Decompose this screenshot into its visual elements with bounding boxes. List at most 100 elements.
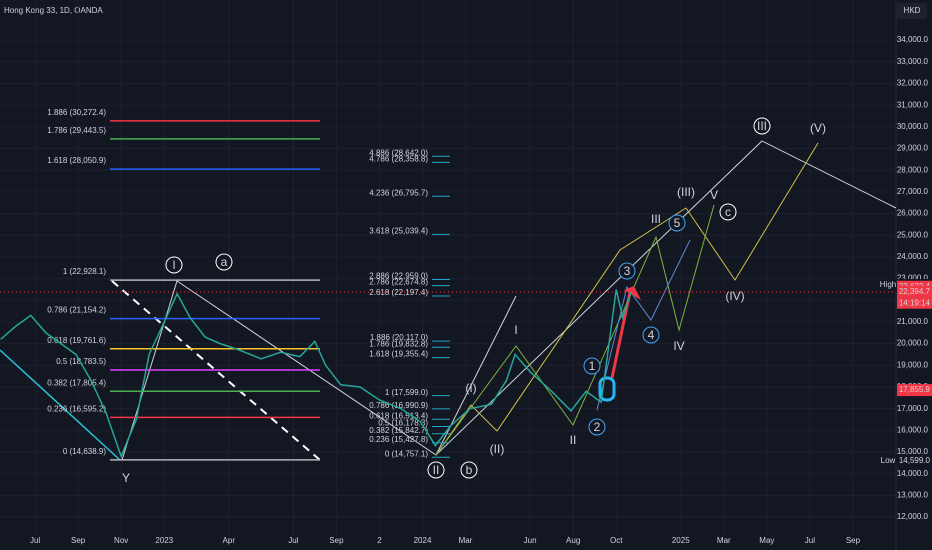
wave-circle bbox=[642, 326, 660, 344]
wave-circle bbox=[215, 253, 233, 271]
y-tick-label: 23,000.0 bbox=[897, 274, 929, 283]
x-tick-label: Nov bbox=[114, 536, 128, 545]
fib-label: 4.786 (28,358.8) bbox=[369, 155, 428, 164]
y-tick-label: 26,000.0 bbox=[897, 209, 929, 218]
wave-circle bbox=[427, 461, 445, 479]
yellow-wave bbox=[435, 142, 819, 456]
wave-circle bbox=[618, 262, 636, 280]
trend-line bbox=[0, 349, 121, 461]
fib-label: 0.5 (16,178.3) bbox=[378, 419, 428, 428]
fib-label: 0.236 (16,595.2) bbox=[47, 405, 106, 414]
arrow-head bbox=[624, 286, 641, 300]
wave-label: II bbox=[433, 463, 440, 477]
wave-label: a bbox=[221, 255, 228, 269]
fib-label: 0.786 (21,154.2) bbox=[47, 306, 106, 315]
x-tick-label: Sep bbox=[71, 536, 86, 545]
green-wave bbox=[435, 204, 715, 456]
fib-label: 1.618 (19,355.4) bbox=[369, 350, 428, 359]
wave-label: (III) bbox=[677, 185, 695, 199]
dashed-line bbox=[111, 280, 321, 461]
wave-label: III bbox=[757, 119, 767, 133]
wave-label: 1 bbox=[589, 359, 596, 373]
wave-circle bbox=[588, 418, 606, 436]
fib-label: 0 (14,757.1) bbox=[385, 449, 428, 458]
blue-wave bbox=[596, 239, 691, 411]
y-tick-label: 20,000.0 bbox=[897, 339, 929, 348]
fib-label: 1.786 (19,832.8) bbox=[369, 339, 428, 348]
fib-label: 1.786 (29,443.5) bbox=[47, 126, 106, 135]
price-line bbox=[0, 289, 632, 459]
fib-label: 4.886 (28,642.0) bbox=[369, 148, 428, 157]
countdown: 14:19:14 bbox=[899, 298, 931, 307]
x-tick-label: Jul bbox=[805, 536, 815, 545]
wave-label: IV bbox=[673, 339, 684, 353]
y-tick-label: 12,000.0 bbox=[897, 512, 929, 521]
y-tick-label: 14,000.0 bbox=[897, 469, 929, 478]
x-tick-label: Apr bbox=[223, 536, 236, 545]
wave-label: III bbox=[651, 212, 661, 226]
price-tag bbox=[897, 384, 932, 397]
wave-circle bbox=[460, 461, 478, 479]
price-tag-name-box bbox=[879, 279, 897, 292]
y-tick-label: 34,000.0 bbox=[897, 35, 929, 44]
wave-label: II bbox=[570, 433, 577, 447]
y-tick-label: 29,000.0 bbox=[897, 144, 929, 153]
fib-label: 1.618 (28,050.9) bbox=[47, 156, 106, 165]
x-tick-label: Jul bbox=[288, 536, 298, 545]
fib-label: 1.886 (20,117.0) bbox=[370, 333, 428, 342]
y-tick-label: 19,000.0 bbox=[897, 360, 929, 369]
wave-label: 5 bbox=[674, 216, 681, 230]
x-tick-label: Aug bbox=[566, 536, 580, 545]
y-tick-label: 25,000.0 bbox=[897, 230, 929, 239]
wave-label: (II) bbox=[490, 442, 505, 456]
fib-label: 0.382 (15,842.7) bbox=[369, 426, 428, 435]
x-tick-label: May bbox=[759, 536, 774, 545]
y-tick-label: 30,000.0 bbox=[897, 122, 929, 131]
x-tick-label: 2025 bbox=[672, 536, 690, 545]
wave-label: c bbox=[725, 205, 731, 219]
wave-label: b bbox=[466, 463, 473, 477]
fib-label: 2.786 (22,674.8) bbox=[369, 278, 428, 287]
x-tick-label: Mar bbox=[717, 536, 731, 545]
x-tick-label: 2 bbox=[377, 536, 382, 545]
wave-circle bbox=[583, 357, 601, 375]
fib-label: 1 (22,928.1) bbox=[63, 267, 106, 276]
wave-label: Y bbox=[122, 471, 130, 485]
chart-title: Hong Kong 33, 1D, OANDA bbox=[4, 6, 103, 15]
y-tick-label: 16,000.0 bbox=[897, 425, 929, 434]
price-tag-name: High bbox=[880, 280, 896, 289]
y-tick-label: 33,000.0 bbox=[897, 57, 929, 66]
highlight bbox=[598, 376, 616, 402]
y-tick-label: 17,000.0 bbox=[897, 404, 929, 413]
y-tick-label: 21,000.0 bbox=[897, 317, 929, 326]
fib-label: 1.886 (30,272.4) bbox=[47, 108, 106, 117]
y-tick-label: 13,000.0 bbox=[897, 490, 929, 499]
x-tick-label: Mar bbox=[459, 536, 473, 545]
price-tag bbox=[897, 285, 932, 298]
wave-label: 3 bbox=[624, 264, 631, 278]
price-tag-label: 17,855.9 bbox=[899, 385, 931, 394]
wave-circle bbox=[165, 256, 183, 274]
y-tick-label: 27,000.0 bbox=[897, 187, 929, 196]
fib-label: 0.618 (16,513.4) bbox=[369, 411, 428, 420]
y-tick-label: 24,000.0 bbox=[897, 252, 929, 261]
currency: HKD bbox=[904, 6, 921, 15]
fib-label: 2.618 (22,197.4) bbox=[369, 288, 428, 297]
price-tag-name-box bbox=[879, 454, 897, 467]
fib-label: 0.786 (16,990.9) bbox=[369, 401, 428, 410]
price-tag-name: Low bbox=[881, 456, 896, 465]
x-tick-label: 2023 bbox=[155, 536, 173, 545]
y-tick-label: 32,000.0 bbox=[897, 79, 929, 88]
wave-label: I bbox=[172, 258, 175, 272]
wave-circle bbox=[668, 214, 686, 232]
wave-label: I bbox=[514, 323, 517, 337]
x-tick-label: 2024 bbox=[414, 536, 432, 545]
wave-label: (IV) bbox=[725, 289, 744, 303]
fib-label: 0.236 (15,427.8) bbox=[369, 435, 428, 444]
fib-label: 0.618 (19,761.6) bbox=[47, 336, 106, 345]
currency-box bbox=[897, 3, 927, 19]
wave-label: 4 bbox=[648, 328, 655, 342]
wave-circle bbox=[719, 203, 737, 221]
y-tick-label: 31,000.0 bbox=[897, 100, 929, 109]
